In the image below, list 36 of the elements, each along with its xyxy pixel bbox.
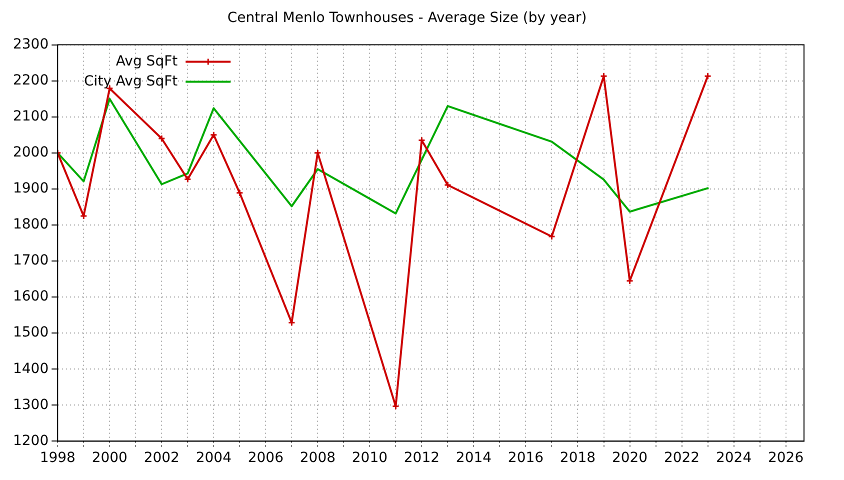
legend-label: Avg SqFt [116, 53, 178, 70]
x-tick-label: 2006 [248, 450, 284, 466]
x-tick-label: 2016 [508, 450, 544, 466]
y-tick-label: 1300 [12, 396, 49, 413]
y-tick-label: 1700 [12, 252, 49, 269]
y-tick-label: 1400 [12, 360, 49, 377]
y-tick-label: 1900 [12, 180, 49, 197]
point [444, 181, 452, 189]
x-tick-label: 2004 [196, 450, 232, 466]
y-tick-label: 1200 [12, 432, 49, 449]
y-tick-label: 2000 [12, 144, 49, 161]
chart-title: Central Menlo Townhouses - Average Size (by year) [227, 10, 587, 26]
y-tick-label: 1500 [12, 324, 49, 341]
x-tick-label: 2008 [300, 450, 336, 466]
x-tick-label: 2026 [768, 450, 804, 466]
x-tick-label: 2010 [352, 450, 388, 466]
x-tick-label: 2000 [92, 450, 128, 466]
y-tick-label: 2200 [12, 72, 49, 88]
point [548, 232, 556, 240]
x-tick-label: 2024 [716, 450, 752, 466]
x-tick-label: 1998 [40, 450, 76, 466]
x-tick-label: 2022 [664, 450, 700, 466]
y-tick-label: 2300 [12, 36, 49, 52]
x-tick-label: 2018 [560, 450, 596, 466]
y-tick-label: 1600 [12, 288, 49, 305]
x-tick-label: 2020 [612, 450, 648, 466]
x-tick-label: 2012 [404, 450, 440, 466]
x-tick-label: 2014 [456, 450, 492, 466]
point [210, 131, 218, 139]
point [184, 175, 192, 183]
y-tick-label: 1800 [12, 216, 49, 233]
y-tick-label: 2100 [12, 108, 49, 125]
legend-label: City Avg SqFt [84, 73, 178, 90]
point [158, 134, 166, 142]
point [236, 189, 244, 197]
x-tick-label: 2002 [144, 450, 180, 466]
